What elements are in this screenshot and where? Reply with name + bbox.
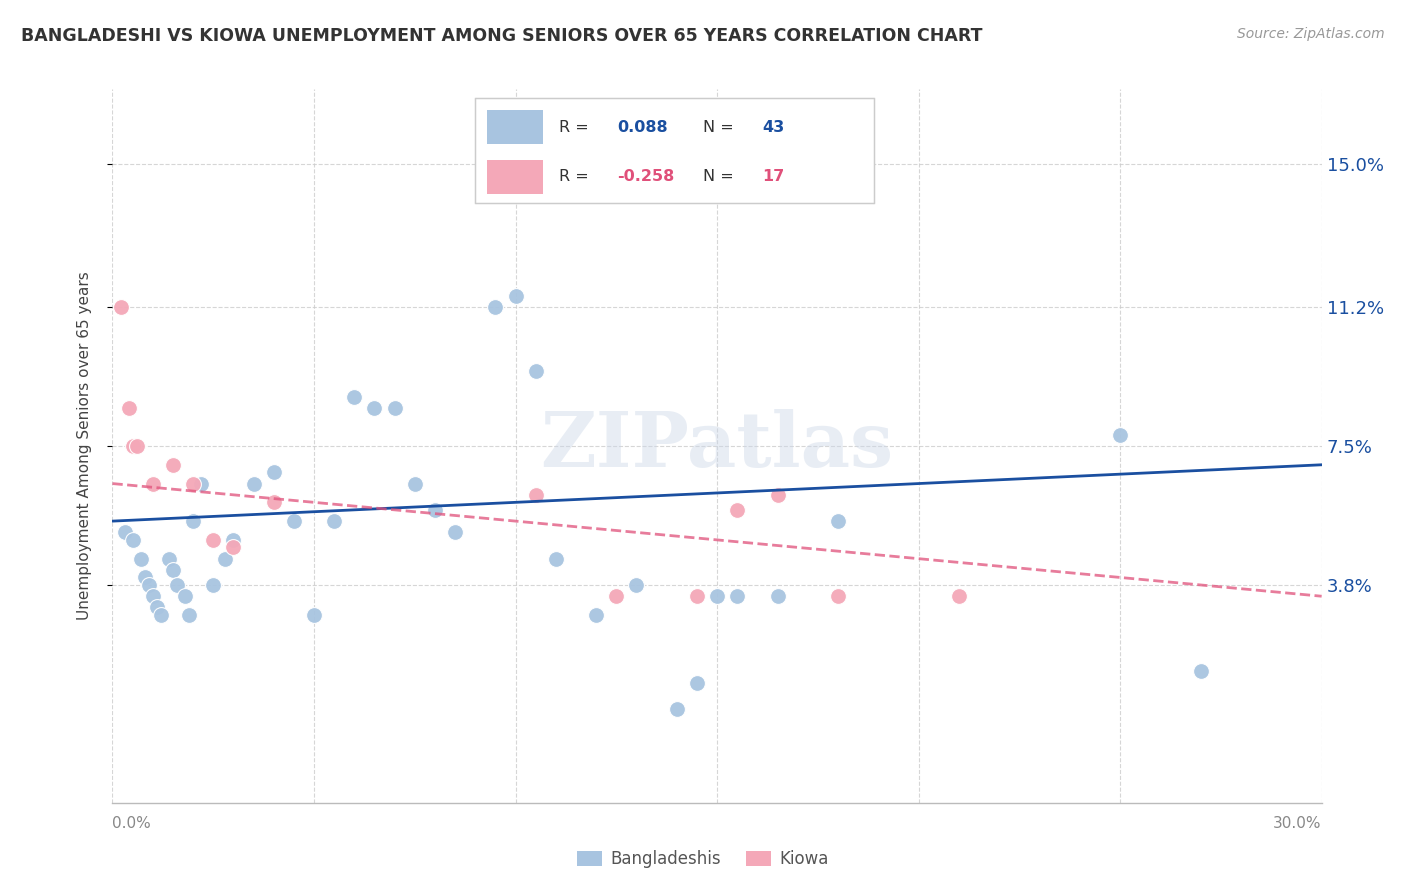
Point bbox=[263, 495, 285, 509]
Point bbox=[1189, 665, 1212, 679]
Point bbox=[177, 607, 200, 622]
Point bbox=[146, 600, 169, 615]
Point bbox=[166, 578, 188, 592]
Point bbox=[302, 607, 325, 622]
Point bbox=[827, 589, 849, 603]
Point bbox=[242, 476, 264, 491]
Point bbox=[134, 570, 156, 584]
Text: 30.0%: 30.0% bbox=[1274, 816, 1322, 831]
Text: ZIPatlas: ZIPatlas bbox=[540, 409, 894, 483]
Point bbox=[142, 476, 165, 491]
Point bbox=[214, 551, 236, 566]
Point bbox=[404, 476, 426, 491]
Point bbox=[766, 589, 789, 603]
Point bbox=[343, 390, 366, 404]
Point bbox=[157, 551, 180, 566]
Point bbox=[626, 578, 648, 592]
Point bbox=[544, 551, 567, 566]
Point bbox=[125, 439, 148, 453]
Point bbox=[110, 300, 132, 314]
Point bbox=[484, 300, 506, 314]
Text: 0.0%: 0.0% bbox=[112, 816, 152, 831]
Point bbox=[505, 289, 527, 303]
Point bbox=[585, 607, 607, 622]
Point bbox=[202, 533, 225, 547]
Point bbox=[686, 589, 709, 603]
Point bbox=[174, 589, 197, 603]
Point bbox=[117, 401, 139, 416]
Point bbox=[524, 488, 547, 502]
Point bbox=[121, 439, 143, 453]
Point bbox=[827, 514, 849, 528]
Point bbox=[181, 476, 204, 491]
Point bbox=[1109, 427, 1132, 442]
Point bbox=[162, 458, 184, 472]
Point bbox=[142, 589, 165, 603]
Point bbox=[686, 675, 709, 690]
Point bbox=[706, 589, 728, 603]
Point bbox=[423, 503, 446, 517]
Point bbox=[114, 525, 136, 540]
Point bbox=[222, 533, 245, 547]
Point bbox=[725, 589, 748, 603]
Point bbox=[283, 514, 305, 528]
Legend: Bangladeshis, Kiowa: Bangladeshis, Kiowa bbox=[571, 844, 835, 875]
Point bbox=[222, 541, 245, 555]
Point bbox=[725, 503, 748, 517]
Point bbox=[263, 465, 285, 479]
Text: BANGLADESHI VS KIOWA UNEMPLOYMENT AMONG SENIORS OVER 65 YEARS CORRELATION CHART: BANGLADESHI VS KIOWA UNEMPLOYMENT AMONG … bbox=[21, 27, 983, 45]
Point bbox=[149, 607, 172, 622]
Point bbox=[181, 514, 204, 528]
Point bbox=[323, 514, 346, 528]
Point bbox=[138, 578, 160, 592]
Text: Source: ZipAtlas.com: Source: ZipAtlas.com bbox=[1237, 27, 1385, 41]
Point bbox=[121, 533, 143, 547]
Point bbox=[524, 364, 547, 378]
Point bbox=[384, 401, 406, 416]
Y-axis label: Unemployment Among Seniors over 65 years: Unemployment Among Seniors over 65 years bbox=[77, 272, 91, 620]
Point bbox=[202, 578, 225, 592]
Point bbox=[665, 702, 688, 716]
Point bbox=[605, 589, 627, 603]
Point bbox=[190, 476, 212, 491]
Point bbox=[766, 488, 789, 502]
Point bbox=[129, 551, 152, 566]
Point bbox=[162, 563, 184, 577]
Point bbox=[363, 401, 385, 416]
Point bbox=[444, 525, 467, 540]
Point bbox=[948, 589, 970, 603]
